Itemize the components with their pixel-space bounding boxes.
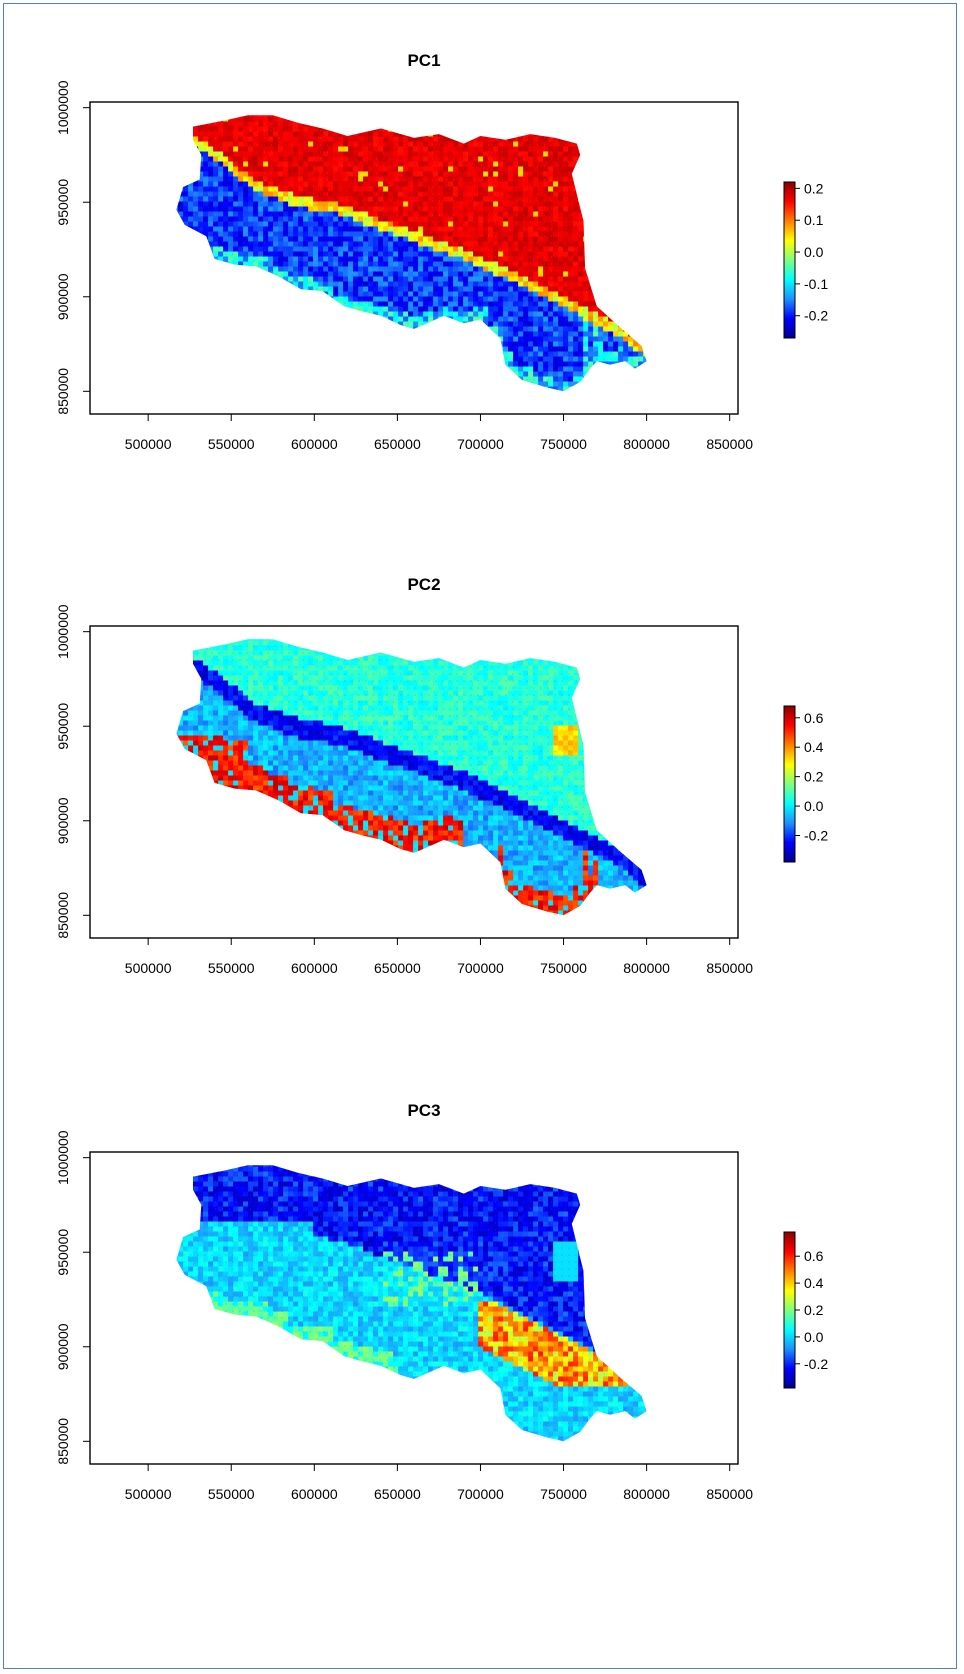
colorbar: [783, 705, 796, 863]
x-tick-label: 750000: [540, 436, 587, 452]
x-tick-label: 750000: [540, 1486, 587, 1502]
colorbar-tick-label: 0.0: [804, 798, 824, 814]
x-tick-label: 550000: [208, 1486, 255, 1502]
y-tick-label: 1000000: [55, 604, 71, 659]
x-tick-label: 800000: [623, 1486, 670, 1502]
colorbar-tick-label: 0.1: [804, 212, 824, 228]
y-tick-label: 850000: [55, 368, 71, 415]
y-tick-label: 950000: [55, 1229, 71, 1276]
plot-frame: [89, 101, 739, 415]
colorbar-tick-label: 0.0: [804, 1329, 824, 1345]
x-tick-label: 550000: [208, 436, 255, 452]
y-tick-label: 950000: [55, 179, 71, 226]
plot-frame: [89, 625, 739, 939]
colorbar-tick-label: -0.2: [804, 828, 828, 844]
raster-texture: [176, 115, 647, 392]
y-tick-label: 850000: [55, 1418, 71, 1465]
x-tick-label: 800000: [623, 960, 670, 976]
y-tick-label: 1000000: [55, 1130, 71, 1185]
colorbar-tick-label: 0.2: [804, 180, 824, 196]
x-tick-label: 650000: [374, 1486, 421, 1502]
x-tick-label: 500000: [125, 960, 172, 976]
x-tick-label: 700000: [457, 1486, 504, 1502]
x-tick-label: 550000: [208, 960, 255, 976]
x-tick-label: 600000: [291, 1486, 338, 1502]
x-tick-label: 500000: [125, 436, 172, 452]
y-tick-label: 900000: [55, 273, 71, 320]
colorbar-legend: 0.2 0.1 0.0 -0.1 -0.2: [783, 180, 828, 339]
colorbar-tick-label: 0.2: [804, 1302, 824, 1318]
colorbar: [783, 181, 796, 339]
map-panel-pc3: PC3 500000 550000 600000 650000 700000 750000 8…: [55, 1101, 828, 1502]
y-tick-label: 900000: [55, 797, 71, 844]
colorbar-tick-label: 0.6: [804, 710, 824, 726]
x-tick-label: 750000: [540, 960, 587, 976]
colorbar-tick-label: 0.4: [804, 1275, 824, 1291]
x-tick-label: 700000: [457, 960, 504, 976]
x-tick-label: 850000: [706, 1486, 753, 1502]
x-tick-label: 700000: [457, 436, 504, 452]
raster-texture: [176, 1165, 647, 1442]
x-tick-label: 650000: [374, 960, 421, 976]
map-panel-pc1: PC1 500000 550000 600000 650000 700000 750000 8…: [55, 51, 828, 452]
y-tick-label: 900000: [55, 1323, 71, 1370]
y-tick-label: 950000: [55, 703, 71, 750]
colorbar-legend: 0.6 0.4 0.2 0.0 -0.2: [783, 705, 828, 863]
colorbar-tick-label: -0.2: [804, 308, 828, 324]
colorbar-tick-label: 0.4: [804, 739, 824, 755]
x-tick-label: 500000: [125, 1486, 172, 1502]
y-tick-label: 850000: [55, 892, 71, 939]
x-tick-label: 800000: [623, 436, 670, 452]
y-tick-label: 1000000: [55, 80, 71, 135]
colorbar-tick-label: 0.2: [804, 769, 824, 785]
panel-title: PC2: [407, 575, 440, 594]
raster-texture: [176, 639, 647, 916]
plot-frame: [89, 1151, 739, 1465]
x-tick-label: 600000: [291, 960, 338, 976]
colorbar: [783, 1231, 796, 1389]
colorbar-tick-label: 0.6: [804, 1248, 824, 1264]
x-tick-label: 850000: [706, 436, 753, 452]
x-tick-label: 600000: [291, 436, 338, 452]
colorbar-tick-label: 0.0: [804, 244, 824, 260]
colorbar-tick-label: -0.1: [804, 276, 828, 292]
x-tick-label: 850000: [706, 960, 753, 976]
colorbar-legend: 0.6 0.4 0.2 0.0 -0.2: [783, 1231, 828, 1389]
colorbar-tick-label: -0.2: [804, 1356, 828, 1372]
map-panel-pc2: PC2 500000 550000 600000 650000 700000 750000 8…: [55, 575, 828, 976]
panel-title: PC1: [407, 51, 440, 70]
panel-title: PC3: [407, 1101, 440, 1120]
x-tick-label: 650000: [374, 436, 421, 452]
